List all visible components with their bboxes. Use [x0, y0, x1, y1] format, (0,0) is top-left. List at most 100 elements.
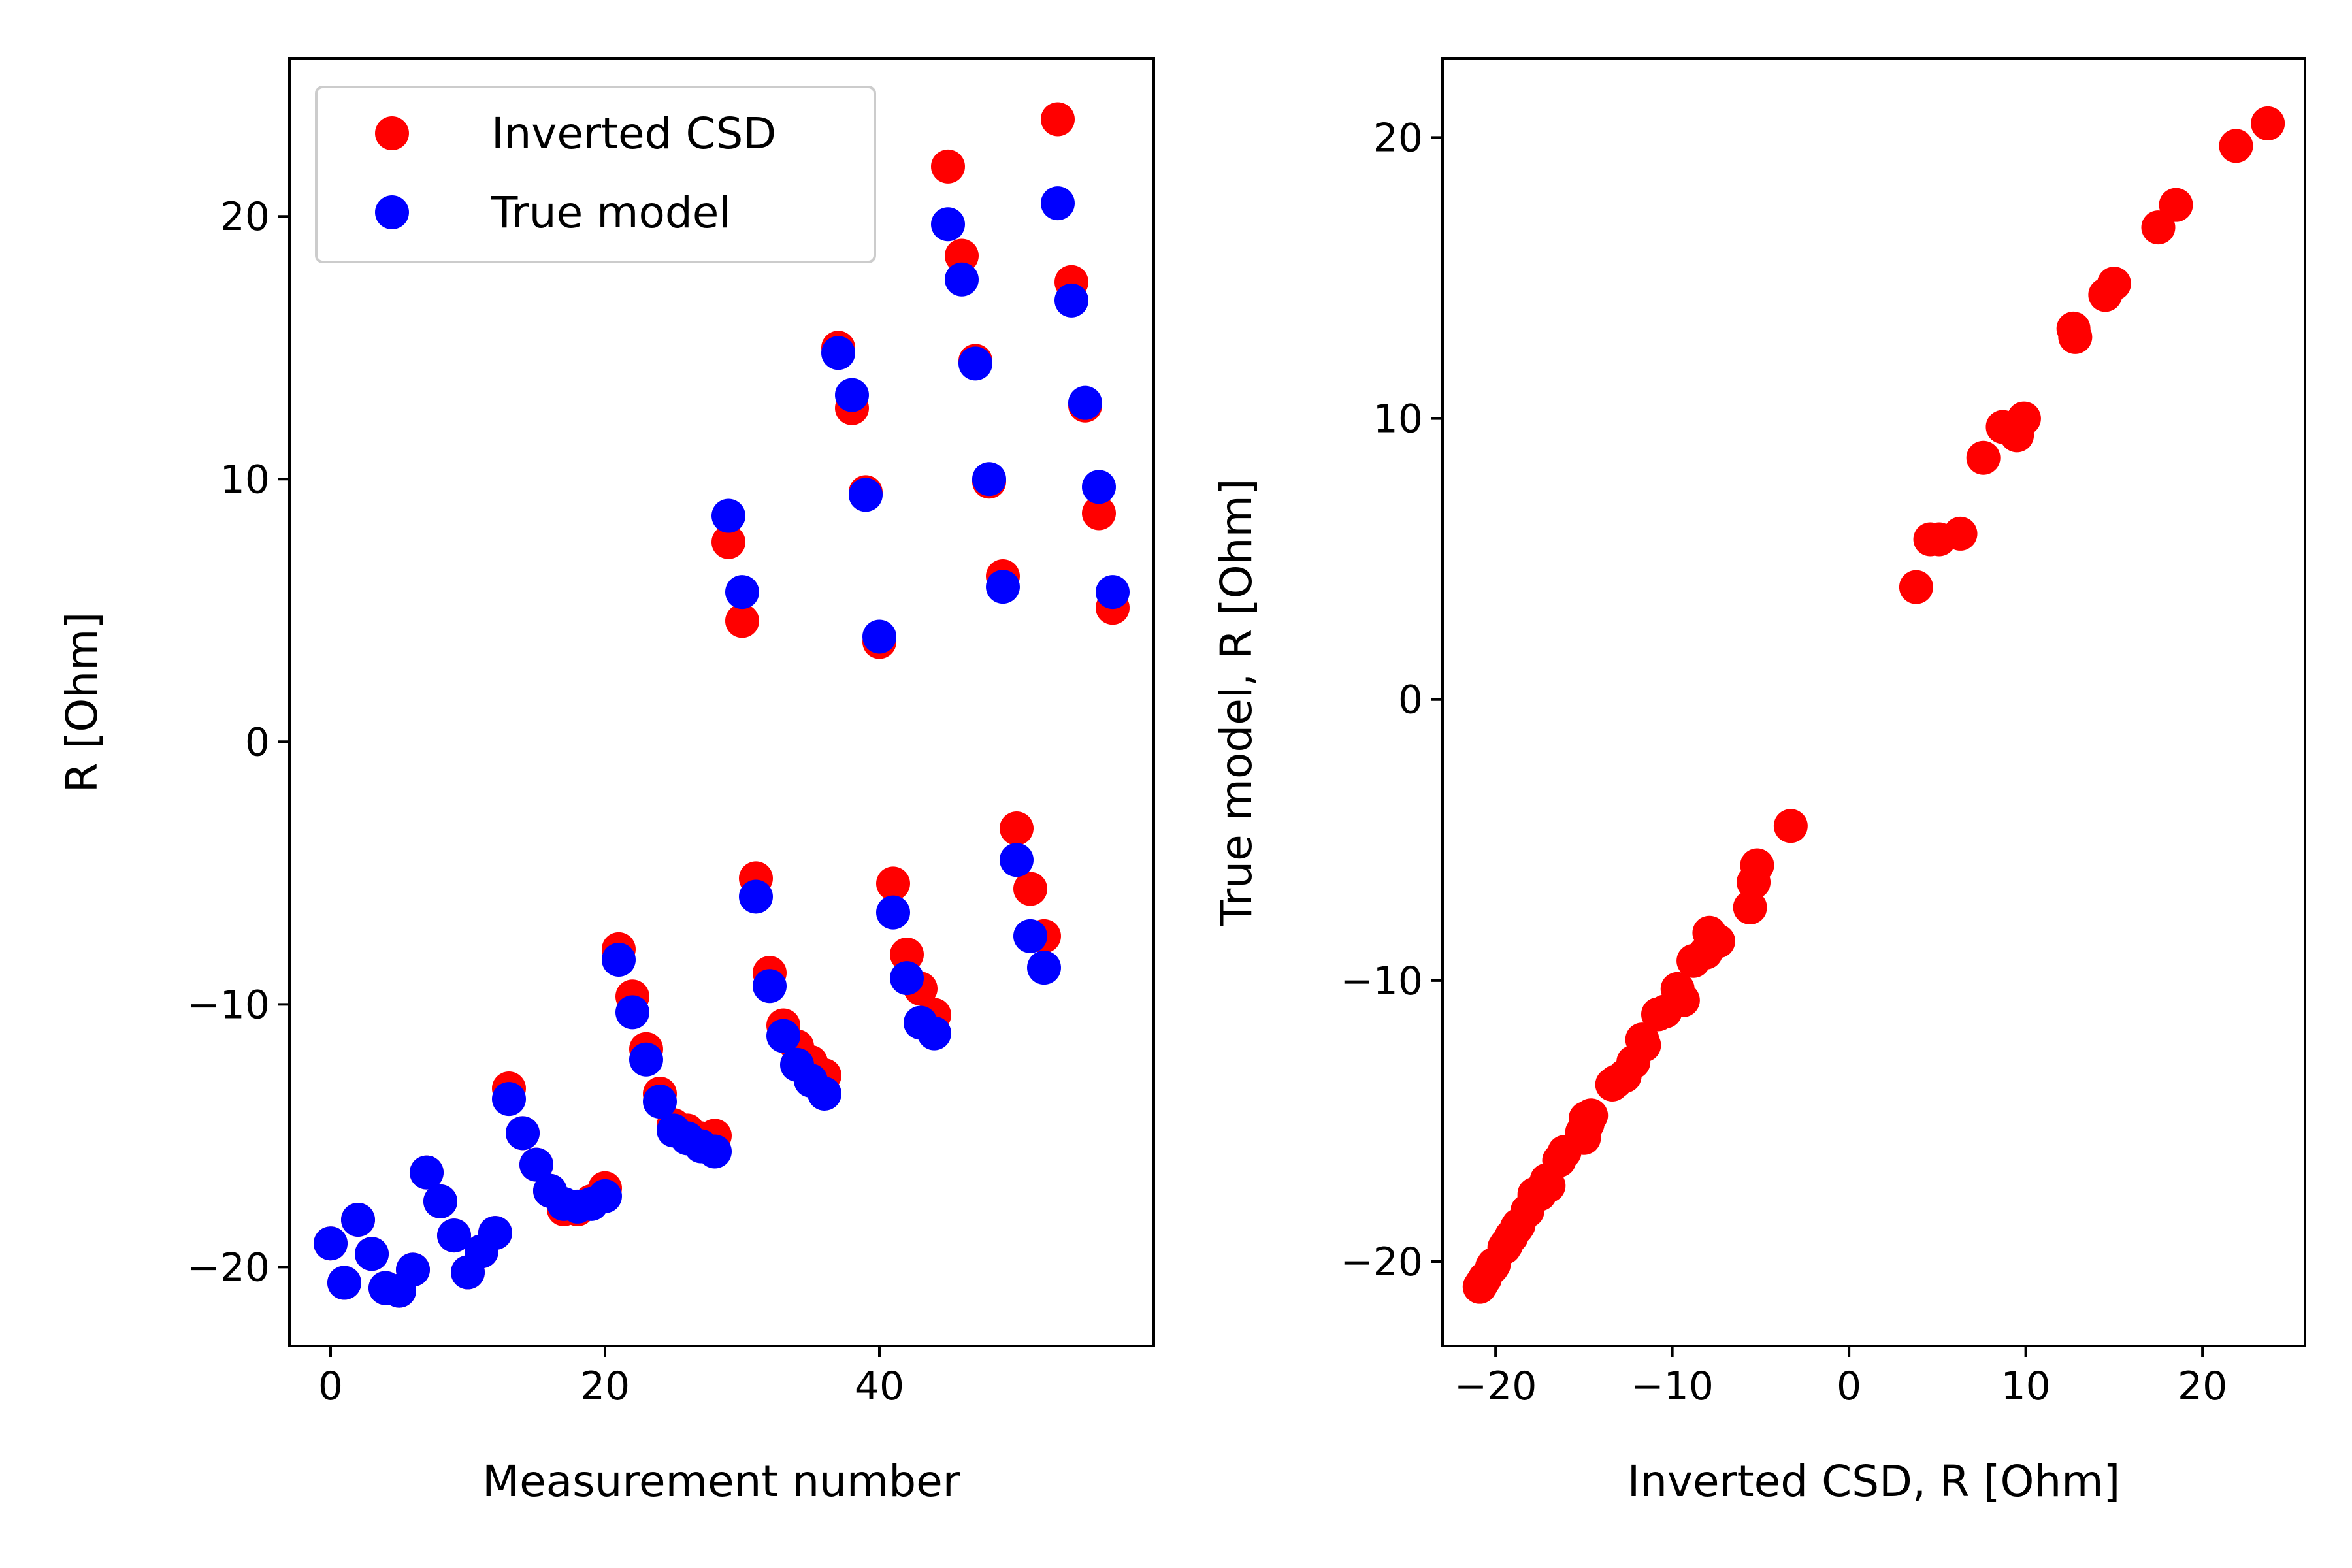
point-inverted-csd — [1082, 496, 1116, 531]
x-tick-label: 0 — [1837, 1364, 1861, 1409]
point-true-model — [835, 378, 869, 412]
point-csd-vs-true — [1899, 570, 1933, 604]
point-true-model — [1082, 470, 1116, 504]
point-true-model — [602, 943, 636, 977]
plot-area-frame — [1441, 57, 2306, 1347]
point-true-model — [711, 498, 745, 533]
plot-area-frame — [288, 57, 1155, 1347]
legend-label-inverted: Inverted CSD — [491, 108, 776, 159]
point-true-model — [739, 879, 773, 914]
point-csd-vs-true — [1733, 890, 1767, 924]
x-tick-label: 20 — [2178, 1364, 2227, 1409]
x-axis-label: Inverted CSD, R [Ohm] — [1627, 1456, 2121, 1507]
point-true-model — [890, 961, 924, 996]
point-csd-vs-true — [1567, 1120, 1601, 1155]
point-true-model — [849, 478, 883, 512]
measurement-scatter-panel: 0 20 40 −20 −10 0 10 20 Measurement number R [… — [57, 57, 1155, 1507]
point-csd-vs-true — [1966, 440, 2001, 475]
point-true-model — [821, 336, 855, 370]
point-true-model — [327, 1266, 361, 1300]
y-tick-label: 10 — [220, 457, 270, 502]
point-true-model — [986, 570, 1020, 604]
point-csd-vs-true — [2088, 278, 2123, 312]
point-true-model — [766, 1019, 800, 1053]
point-inverted-csd — [1000, 811, 1034, 845]
point-csd-vs-true — [2251, 106, 2285, 140]
point-true-model — [698, 1134, 732, 1169]
point-csd-vs-true — [1773, 809, 1808, 843]
point-true-model — [478, 1216, 512, 1250]
point-csd-vs-true — [1737, 865, 1771, 900]
point-csd-vs-true — [2058, 319, 2093, 354]
point-true-model — [396, 1252, 430, 1287]
y-axis-ticks: −20 −10 0 10 20 — [1340, 115, 1443, 1285]
x-tick-label: 40 — [855, 1364, 904, 1409]
point-inverted-csd — [1013, 872, 1047, 906]
legend-label-true: True model — [491, 188, 731, 238]
y-tick-label: −10 — [1340, 958, 1423, 1004]
point-csd-vs-true — [1531, 1168, 1566, 1203]
point-true-model — [314, 1226, 348, 1261]
point-csd-vs-true — [1922, 522, 1957, 557]
point-inverted-csd — [711, 525, 745, 559]
point-true-model — [643, 1085, 677, 1119]
point-true-model — [423, 1184, 457, 1218]
point-csd-vs-true — [2219, 129, 2253, 163]
legend-box — [315, 86, 876, 263]
point-inverted-csd — [876, 866, 910, 901]
x-tick-label: −20 — [1454, 1364, 1537, 1409]
point-inverted-csd — [1041, 102, 1075, 137]
point-true-model — [1041, 186, 1075, 221]
point-csd-vs-true — [1701, 924, 1735, 958]
y-tick-label: −10 — [187, 982, 270, 1028]
point-true-model — [972, 462, 1006, 497]
point-true-model — [1054, 283, 1088, 318]
point-true-model — [492, 1082, 526, 1117]
point-true-model — [958, 346, 992, 381]
point-true-model — [753, 969, 787, 1004]
point-true-model — [1013, 919, 1047, 953]
point-true-model — [931, 207, 965, 242]
point-true-model — [437, 1218, 471, 1253]
legend-marker-inverted — [375, 116, 409, 150]
point-true-model — [410, 1155, 444, 1190]
y-axis-ticks: −20 −10 0 10 20 — [187, 194, 289, 1290]
legend-marker-true — [375, 195, 409, 229]
point-csd-vs-true — [2141, 210, 2176, 245]
point-csd-vs-true — [1501, 1208, 1536, 1243]
point-inverted-csd — [725, 604, 759, 638]
y-tick-label: 20 — [220, 194, 270, 240]
point-true-model — [355, 1237, 389, 1271]
y-tick-label: −20 — [1340, 1239, 1423, 1285]
point-inverted-csd — [890, 937, 924, 972]
y-tick-label: 10 — [1373, 397, 1423, 442]
y-axis-label: R [Ohm] — [57, 612, 107, 792]
y-axis-label: True model, R [Ohm] — [1211, 478, 1262, 926]
x-tick-label: 10 — [2001, 1364, 2050, 1409]
x-tick-label: −10 — [1631, 1364, 1714, 1409]
point-csd-vs-true — [1648, 994, 1682, 1029]
point-true-model — [945, 262, 979, 297]
x-tick-label: 0 — [318, 1364, 343, 1409]
point-true-model — [862, 619, 896, 654]
point-true-model — [917, 1016, 951, 1051]
legend: Inverted CSD True model — [315, 86, 876, 263]
y-tick-label: 20 — [1373, 115, 1423, 161]
point-true-model — [519, 1147, 553, 1182]
point-true-model — [876, 895, 910, 930]
x-axis-ticks: 0 20 40 — [318, 1346, 904, 1409]
x-axis-label: Measurement number — [482, 1456, 961, 1507]
point-true-model — [615, 995, 649, 1030]
y-tick-label: −20 — [187, 1245, 270, 1290]
point-true-model — [506, 1116, 540, 1151]
point-true-model — [1096, 575, 1130, 610]
point-inverted-csd — [931, 149, 965, 184]
point-csd-vs-true — [1985, 410, 2020, 444]
y-tick-label: 0 — [1398, 678, 1423, 723]
point-true-model — [341, 1203, 375, 1237]
comparison-scatter-panel: −20 −10 0 10 20 −20 −10 0 10 20 Inverted CSD, R … — [1211, 57, 2306, 1507]
point-true-model — [1000, 843, 1034, 877]
point-true-model — [588, 1179, 622, 1213]
point-true-model — [725, 575, 759, 610]
data-points — [1462, 106, 2285, 1304]
